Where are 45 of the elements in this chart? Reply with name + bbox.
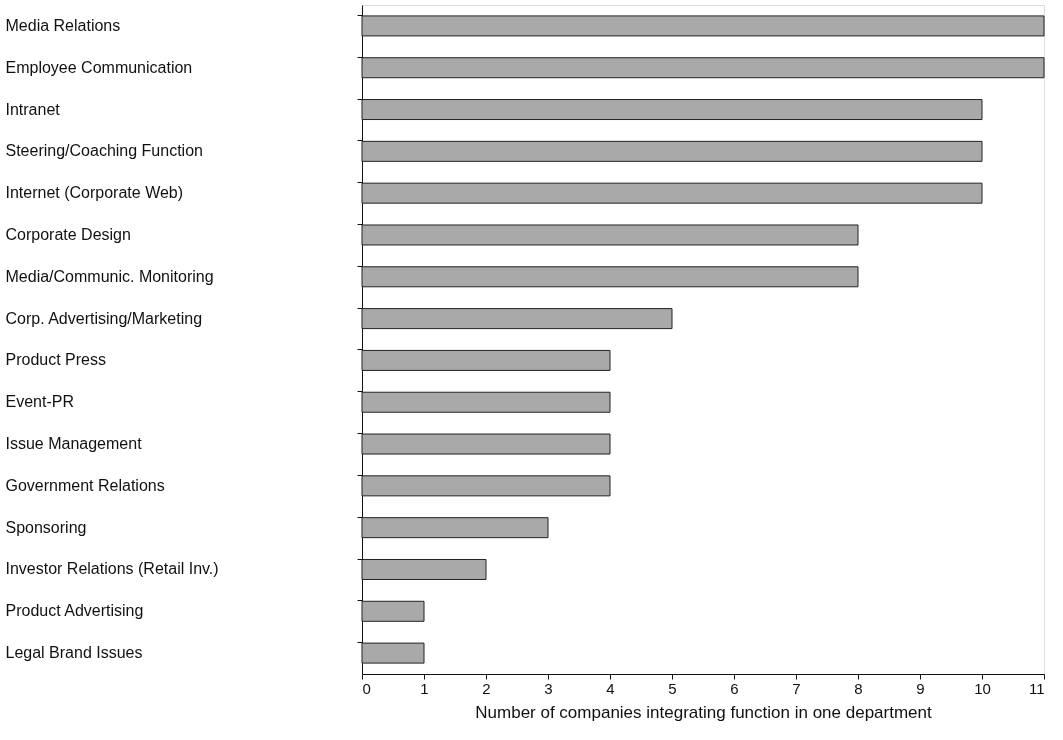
y-tick-label: Product Press <box>5 351 106 369</box>
bar <box>361 433 611 455</box>
bar <box>361 558 487 580</box>
y-tick-label: Media Relations <box>5 16 121 34</box>
bar <box>361 308 673 330</box>
bar <box>361 15 1045 37</box>
bar <box>361 349 611 371</box>
x-tick-label: 2 <box>482 679 491 697</box>
x-axis-title: Number of companies integrating function in one department <box>475 702 932 722</box>
bar <box>361 600 425 622</box>
x-tick-label: 5 <box>668 679 677 697</box>
x-tick-label: 0 <box>362 679 371 697</box>
y-tick-label: Issue Management <box>5 435 143 453</box>
x-tick-label: 6 <box>730 679 739 697</box>
x-tick-label: 1 <box>420 679 429 697</box>
x-tick-label: 4 <box>606 679 615 697</box>
x-tick-label: 7 <box>792 679 801 697</box>
bar <box>361 642 425 664</box>
x-tick-label: 10 <box>974 679 991 697</box>
y-tick-label: Media/Communic. Monitoring <box>5 267 214 285</box>
y-tick-label: Intranet <box>5 100 61 118</box>
y-tick-label: Corp. Advertising/Marketing <box>5 309 203 327</box>
y-tick-label: Internet (Corporate Web) <box>5 184 184 202</box>
bar <box>361 99 983 121</box>
bar <box>361 266 859 288</box>
y-tick-label: Employee Communication <box>5 58 193 76</box>
y-tick-label: Sponsoring <box>5 518 87 536</box>
bar <box>361 475 611 497</box>
y-tick-label: Government Relations <box>5 476 165 494</box>
bar <box>361 391 611 413</box>
bar <box>361 57 1045 79</box>
y-tick-label: Corporate Design <box>5 225 131 243</box>
x-tick-label: 8 <box>854 679 863 697</box>
x-tick-label: 9 <box>916 679 925 697</box>
y-tick-label: Steering/Coaching Function <box>5 142 203 160</box>
y-tick-label: Investor Relations (Retail Inv.) <box>5 560 219 578</box>
x-tick-label: 3 <box>544 679 553 697</box>
bar <box>361 182 983 204</box>
bar <box>361 517 549 539</box>
y-tick-label: Product Advertising <box>5 602 144 620</box>
bar <box>361 140 983 162</box>
bar <box>361 224 859 246</box>
y-tick-label: Legal Brand Issues <box>5 644 143 662</box>
x-tick-label: 11 <box>1028 679 1045 697</box>
y-tick-label: Event-PR <box>5 393 74 411</box>
